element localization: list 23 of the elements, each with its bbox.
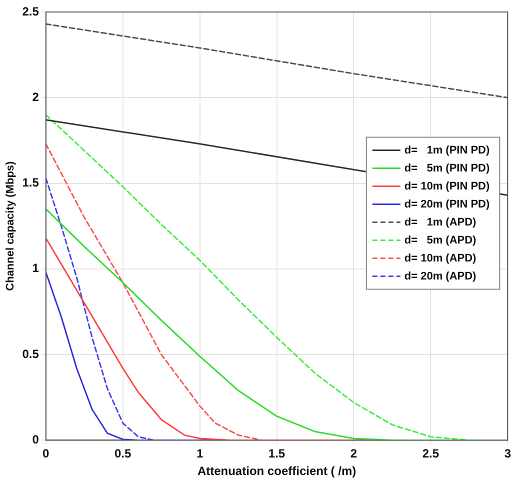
y-tick-label: 0.5 (22, 346, 40, 361)
y-axis-title: Channel capacity (Mbps) (4, 160, 17, 291)
x-tick-label: 3 (504, 446, 512, 461)
x-tick-label: 0 (42, 446, 50, 461)
legend-label: d= 5m (PIN PD) (404, 162, 490, 174)
legend-label: d= 20m (APD) (404, 270, 477, 282)
legend-label: d= 1m (APD) (404, 216, 477, 228)
y-tick-label: 0 (32, 432, 40, 447)
x-tick-label: 1.5 (268, 446, 286, 461)
legend-label: d= 10m (APD) (404, 252, 477, 264)
y-tick-label: 2.5 (22, 4, 40, 18)
legend-label: d= 5m (APD) (404, 234, 477, 246)
x-tick-label: 1 (196, 446, 204, 461)
y-tick-label: 2 (32, 90, 40, 104)
legend-label: d= 1m (PIN PD) (404, 144, 490, 156)
x-tick-label: 2 (350, 446, 358, 461)
x-tick-label: 0.5 (114, 446, 132, 461)
legend-label: d= 10m (PIN PD) (404, 180, 490, 192)
y-tick-label: 1 (32, 261, 40, 276)
x-axis-title: Attenuation coefficient ( /m) (197, 464, 356, 478)
legend-label: d= 20m (PIN PD) (404, 198, 490, 210)
y-tick-label: 1.5 (22, 176, 40, 190)
x-tick-label: 2.5 (422, 446, 440, 461)
